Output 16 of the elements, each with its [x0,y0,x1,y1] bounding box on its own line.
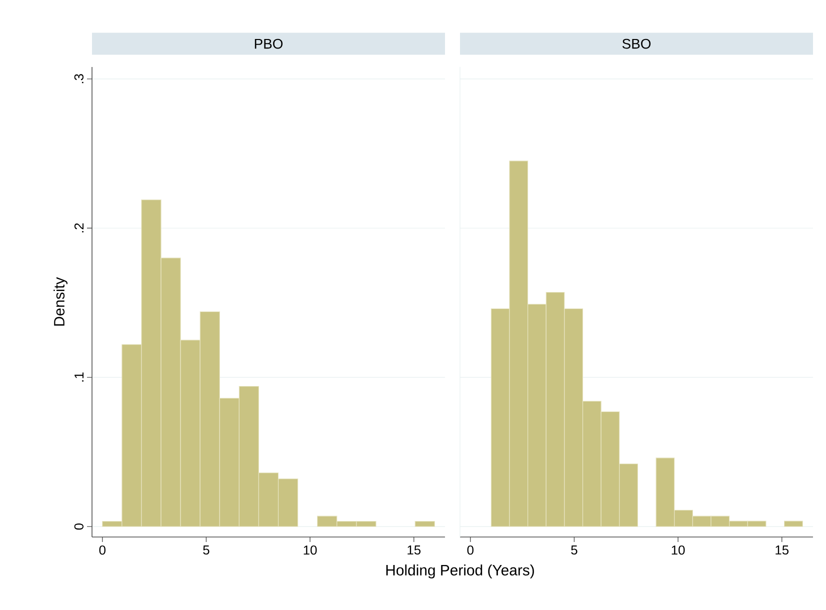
y-axis-title: Density [54,277,68,326]
x-tick-label: 10 [672,546,685,555]
x-tick-label: 5 [571,546,578,555]
chart-title: SBO [622,38,651,49]
x-axis-title: Holding Period (Years) [386,564,534,578]
x-tick-label: 0 [467,546,474,555]
x-tick-label: 15 [408,546,421,555]
x-tick-label: 15 [776,546,789,555]
y-tick-label: .2 [74,223,84,232]
y-tick-label: 0 [74,523,84,530]
y-tick-label: .1 [74,372,84,382]
chart-title: PBO [254,38,283,49]
x-tick-label: 10 [304,546,317,555]
x-tick-label: 0 [99,546,106,555]
x-tick-label: 5 [203,546,210,555]
y-tick-label: .3 [74,74,84,84]
